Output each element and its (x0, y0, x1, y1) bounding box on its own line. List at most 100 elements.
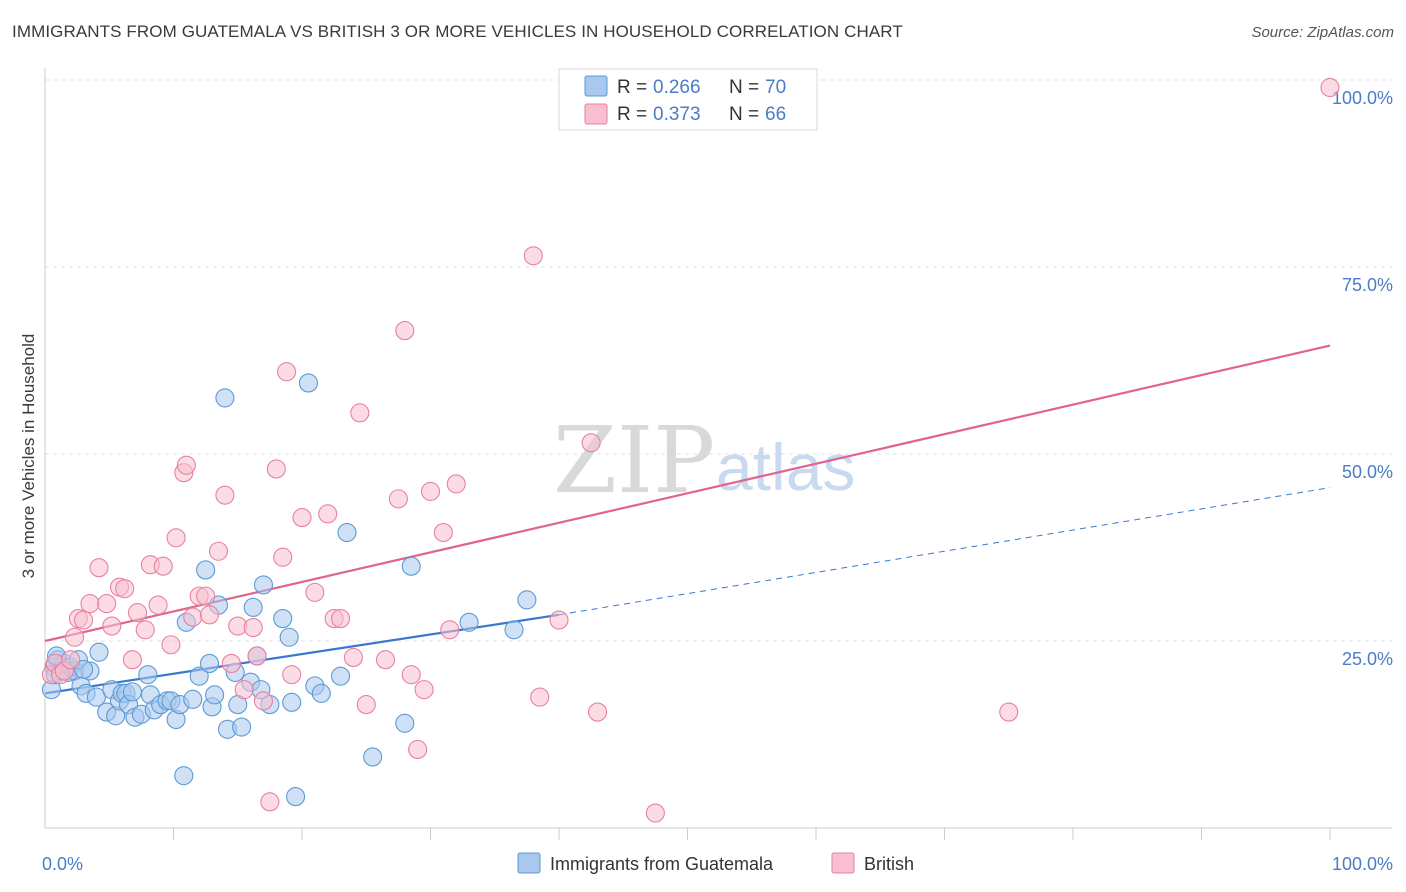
trendline-blue-extension (558, 487, 1331, 616)
x-tick-label-100: 100.0% (1332, 854, 1393, 874)
y-axis-title: 3 or more Vehicles in Household (19, 334, 38, 579)
point-blue-36 (196, 560, 216, 580)
point-pink-48 (356, 695, 376, 715)
point-pink-26 (196, 586, 216, 606)
trendline-pink (44, 344, 1331, 643)
point-blue-14 (89, 642, 109, 662)
point-blue-64 (517, 590, 537, 610)
point-blue-63 (504, 620, 524, 640)
point-pink-65 (999, 702, 1019, 722)
point-blue-53 (286, 787, 306, 807)
axes: 25.0% 50.0% 75.0% 100.0% 0.0% 100.0% (42, 68, 1393, 874)
point-pink-15 (127, 603, 148, 623)
point-pink-58 (446, 474, 466, 494)
point-blue-46 (243, 597, 263, 617)
point-pink-9 (89, 558, 109, 578)
y-axis-title-group: 3 or more Vehicles in Household (19, 334, 38, 579)
point-blue-67 (122, 682, 142, 702)
point-blue-68 (199, 653, 220, 673)
point-blue-59 (363, 747, 383, 767)
point-blue-35 (189, 666, 209, 686)
legend-swatch-pink (584, 103, 608, 125)
data-points (41, 77, 1340, 823)
source-label: Source: ZipAtlas.com (1251, 24, 1394, 41)
point-pink-64 (645, 803, 665, 823)
point-pink-41 (292, 508, 312, 528)
point-pink-30 (221, 653, 241, 673)
point-pink-23 (176, 455, 196, 475)
point-pink-13 (115, 579, 135, 599)
legend-n-value-2: 66 (765, 104, 786, 125)
point-pink-52 (401, 665, 421, 685)
point-blue-56 (311, 683, 331, 703)
legend-r-value-2: 0.373 (653, 104, 701, 125)
point-pink-16 (135, 620, 155, 640)
point-blue-34 (183, 689, 203, 709)
y-tick-label-100: 100.0% (1332, 88, 1393, 108)
point-blue-58 (337, 522, 357, 543)
point-pink-50 (388, 489, 408, 509)
watermark-atlas: atlas (716, 430, 855, 504)
point-pink-36 (260, 792, 280, 812)
point-blue-61 (401, 556, 421, 576)
point-pink-32 (234, 680, 254, 700)
legend-n-label-1: N = (729, 77, 759, 98)
point-blue-54 (298, 373, 318, 393)
point-pink-10 (97, 594, 117, 614)
point-pink-49 (375, 650, 396, 670)
watermark: ZIP atlas (553, 407, 855, 514)
point-pink-21 (166, 528, 186, 548)
legend-r-value-1: 0.266 (653, 77, 701, 98)
point-pink-54 (414, 680, 434, 700)
point-pink-63 (587, 702, 608, 722)
point-pink-11 (102, 616, 122, 636)
point-pink-4 (61, 650, 81, 670)
point-blue-38 (205, 685, 225, 705)
point-pink-43 (318, 504, 338, 524)
point-blue-57 (330, 666, 351, 686)
point-pink-34 (247, 646, 267, 666)
watermark-zip: ZIP (553, 407, 715, 514)
y-tick-label-50: 50.0% (1342, 462, 1393, 482)
point-pink-60 (523, 246, 543, 266)
bottom-legend-swatch-blue (517, 852, 541, 874)
point-pink-14 (122, 650, 142, 670)
point-pink-28 (208, 541, 229, 561)
point-pink-19 (153, 556, 173, 576)
point-pink-55 (420, 481, 441, 501)
point-blue-48 (253, 575, 274, 595)
point-blue-40 (215, 388, 235, 408)
y-tick-label-75: 75.0% (1342, 275, 1393, 295)
point-pink-57 (440, 620, 460, 640)
bottom-legend: Immigrants from Guatemala British (517, 852, 914, 874)
point-pink-39 (277, 362, 297, 382)
point-pink-24 (183, 607, 203, 627)
point-pink-62 (581, 433, 601, 453)
trendline-blue (44, 613, 560, 695)
point-pink-46 (343, 647, 363, 668)
point-pink-27 (199, 605, 220, 625)
gridlines (45, 79, 1392, 642)
point-pink-42 (305, 582, 325, 602)
point-blue-32 (174, 766, 194, 786)
point-pink-35 (253, 691, 274, 711)
point-blue-44 (232, 717, 252, 737)
point-pink-38 (273, 547, 293, 567)
point-pink-18 (148, 595, 168, 615)
point-pink-51 (395, 321, 415, 341)
legend: R = 0.266 N = 70 R = 0.373 N = 66 (558, 68, 818, 131)
chart-title: IMMIGRANTS FROM GUATEMALA VS BRITISH 3 O… (12, 22, 903, 41)
point-pink-5 (65, 627, 85, 647)
legend-n-label-2: N = (729, 104, 759, 125)
point-pink-59 (530, 687, 550, 707)
point-pink-66 (1320, 77, 1340, 98)
point-blue-13 (86, 687, 106, 707)
point-pink-61 (549, 610, 569, 630)
legend-r-label-2: R = (617, 104, 647, 125)
point-pink-53 (408, 739, 428, 760)
x-tick-label-0: 0.0% (42, 854, 83, 874)
point-pink-20 (161, 635, 181, 655)
point-blue-50 (273, 609, 293, 629)
point-blue-66 (74, 659, 94, 679)
